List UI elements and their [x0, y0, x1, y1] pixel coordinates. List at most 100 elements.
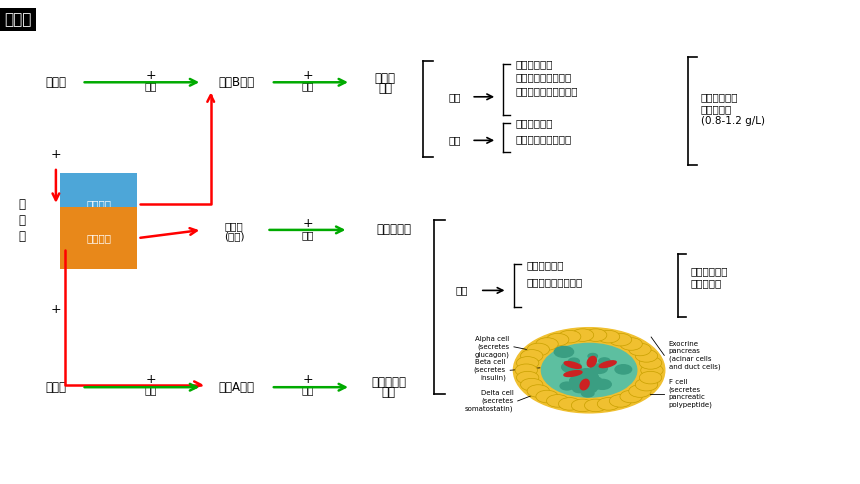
Circle shape [568, 358, 580, 364]
Circle shape [639, 357, 661, 369]
Circle shape [589, 377, 601, 384]
Text: 分泌: 分泌 [302, 81, 314, 91]
Text: 胰岛素: 胰岛素 [375, 72, 396, 85]
Circle shape [599, 358, 610, 364]
Circle shape [598, 331, 620, 343]
Circle shape [588, 353, 598, 359]
Text: 分泌: 分泌 [302, 230, 314, 240]
Circle shape [591, 364, 607, 374]
Text: 血糖浓度升高: 血糖浓度升高 [691, 266, 728, 276]
Text: +: + [303, 217, 313, 230]
Circle shape [513, 328, 665, 413]
Text: 肾上腺激素: 肾上腺激素 [377, 224, 411, 236]
Circle shape [585, 399, 607, 412]
Text: 分泌: 分泌 [302, 386, 314, 395]
Text: 血糖浓度降低: 血糖浓度降低 [701, 92, 739, 102]
Circle shape [593, 379, 611, 389]
Text: (髓质): (髓质) [224, 231, 244, 241]
Circle shape [570, 377, 586, 385]
Text: +: + [51, 149, 61, 161]
Circle shape [520, 378, 543, 391]
Text: 增加: 增加 [378, 82, 392, 94]
Circle shape [636, 378, 658, 391]
Circle shape [576, 369, 597, 380]
Text: 血糖氧化分解: 血糖氧化分解 [516, 59, 554, 69]
Circle shape [560, 382, 574, 390]
Ellipse shape [599, 361, 616, 368]
Text: +: + [51, 303, 61, 316]
Text: 脂肪等非糖物质转化: 脂肪等非糖物质转化 [516, 134, 572, 144]
Text: +: + [303, 69, 313, 81]
Text: 人教版: 人教版 [4, 12, 32, 27]
Text: 合成肝糖原、肌糖原: 合成肝糖原、肌糖原 [516, 73, 572, 82]
Circle shape [536, 390, 558, 403]
Text: F cell
(secretes
pancreatic
polypeptide): F cell (secretes pancreatic polypeptide) [668, 379, 712, 408]
Circle shape [527, 343, 550, 356]
Text: 下
丘
脑: 下 丘 脑 [18, 198, 25, 242]
Text: Delta cell
(secretes
somatostatin): Delta cell (secretes somatostatin) [465, 390, 513, 412]
Circle shape [571, 399, 593, 412]
Circle shape [636, 349, 658, 362]
Circle shape [515, 364, 538, 377]
Circle shape [517, 357, 539, 369]
Text: +: + [145, 374, 156, 386]
Circle shape [629, 385, 651, 397]
Circle shape [536, 338, 558, 350]
Circle shape [615, 365, 631, 374]
Circle shape [546, 394, 568, 407]
Text: +: + [145, 69, 156, 81]
Circle shape [583, 377, 602, 387]
Text: (0.8-1.2 g/L): (0.8-1.2 g/L) [701, 116, 765, 126]
Text: 脂肪等非糖物质转化: 脂肪等非糖物质转化 [526, 277, 582, 287]
Circle shape [520, 349, 543, 362]
Text: 另一区域: 另一区域 [86, 233, 112, 243]
Text: 胰岛B细胞: 胰岛B细胞 [218, 76, 255, 89]
Ellipse shape [564, 362, 581, 368]
Circle shape [639, 371, 661, 384]
Circle shape [574, 374, 593, 384]
Circle shape [581, 390, 594, 397]
Circle shape [587, 387, 597, 393]
Text: 胰岛A细胞: 胰岛A细胞 [218, 381, 255, 393]
Text: Alpha cell
(secretes
glucagon): Alpha cell (secretes glucagon) [475, 336, 510, 358]
Circle shape [558, 397, 580, 410]
Text: 肾上腺: 肾上腺 [224, 221, 243, 231]
Text: Exocrine
pancreas
(acinar cells
and duct cells): Exocrine pancreas (acinar cells and duct… [668, 341, 720, 370]
Ellipse shape [587, 356, 596, 367]
Circle shape [584, 373, 599, 381]
Circle shape [629, 343, 651, 356]
Ellipse shape [580, 379, 589, 390]
Text: 血糖低: 血糖低 [46, 381, 66, 393]
Circle shape [641, 364, 663, 377]
Circle shape [554, 347, 574, 357]
Circle shape [598, 397, 620, 410]
Text: 某一区域: 某一区域 [86, 199, 112, 209]
Circle shape [558, 331, 580, 343]
Circle shape [542, 344, 636, 397]
Text: 抑制: 抑制 [449, 136, 462, 145]
Circle shape [580, 372, 591, 378]
Circle shape [562, 362, 581, 373]
Circle shape [573, 385, 587, 393]
Ellipse shape [564, 371, 582, 377]
Text: 趋于正常值: 趋于正常值 [691, 278, 722, 288]
Text: 趋于正常值: 趋于正常值 [701, 104, 732, 114]
Text: 血糖高: 血糖高 [46, 76, 66, 89]
Circle shape [517, 371, 539, 384]
Circle shape [571, 329, 593, 341]
Text: 直接: 直接 [144, 386, 157, 395]
Circle shape [584, 382, 599, 391]
Circle shape [620, 338, 642, 350]
Text: Beta cell
(secretes
insulin): Beta cell (secretes insulin) [474, 359, 506, 381]
Text: 肝糖原的分解: 肝糖原的分解 [516, 119, 554, 128]
Circle shape [610, 333, 632, 346]
Text: 直接: 直接 [144, 81, 157, 91]
Text: 转化为脂肪等非糖物质: 转化为脂肪等非糖物质 [516, 86, 579, 96]
Text: +: + [303, 374, 313, 386]
Circle shape [569, 376, 588, 386]
Circle shape [527, 385, 550, 397]
Circle shape [585, 329, 607, 341]
Circle shape [610, 394, 632, 407]
Text: 促进: 促进 [449, 92, 462, 102]
Text: 促进: 促进 [456, 286, 469, 295]
